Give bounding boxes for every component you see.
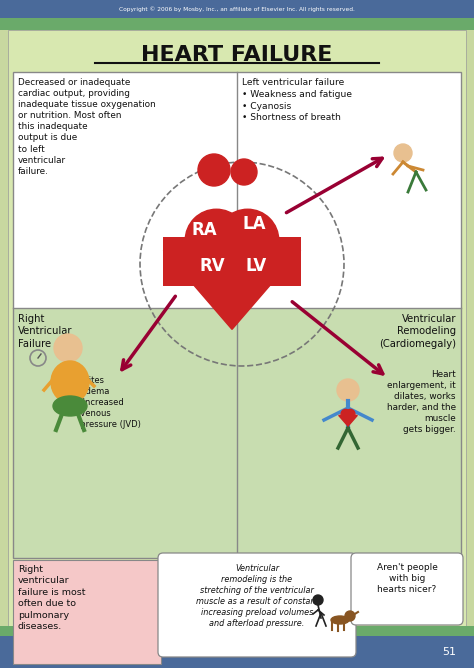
Polygon shape xyxy=(164,250,301,329)
Circle shape xyxy=(185,209,247,272)
FancyBboxPatch shape xyxy=(158,553,356,657)
Ellipse shape xyxy=(51,361,89,403)
Text: RA: RA xyxy=(191,221,217,239)
FancyBboxPatch shape xyxy=(13,72,237,308)
FancyBboxPatch shape xyxy=(13,308,237,558)
Circle shape xyxy=(54,334,82,362)
FancyBboxPatch shape xyxy=(0,0,474,18)
FancyBboxPatch shape xyxy=(237,72,461,308)
FancyBboxPatch shape xyxy=(237,308,461,558)
FancyBboxPatch shape xyxy=(164,237,301,286)
Text: Right
ventricular
failure is most
often due to
pulmonary
diseases.: Right ventricular failure is most often … xyxy=(18,565,85,631)
Circle shape xyxy=(337,379,359,401)
Ellipse shape xyxy=(53,396,87,416)
Circle shape xyxy=(341,409,350,419)
Text: Ventricular
remodeling is the
stretching of the ventricular
muscle as a result o: Ventricular remodeling is the stretching… xyxy=(196,564,319,629)
Circle shape xyxy=(313,595,323,605)
FancyBboxPatch shape xyxy=(0,18,474,30)
Polygon shape xyxy=(338,415,357,426)
FancyBboxPatch shape xyxy=(0,636,474,668)
Circle shape xyxy=(231,159,257,185)
Text: 51: 51 xyxy=(442,647,456,657)
Text: Ascites
  Edema
• Increased
  venous
  pressure (JVD): Ascites Edema • Increased venous pressur… xyxy=(75,376,141,430)
FancyBboxPatch shape xyxy=(351,553,463,625)
Text: RV: RV xyxy=(199,257,225,275)
Text: HEART FAILURE: HEART FAILURE xyxy=(141,45,333,65)
Text: LA: LA xyxy=(242,215,266,233)
Text: Heart
enlargement, it
dilates, works
harder, and the
muscle
gets bigger.: Heart enlargement, it dilates, works har… xyxy=(387,370,456,434)
FancyBboxPatch shape xyxy=(8,30,466,626)
Text: Decreased or inadequate
cardiac output, providing
inadequate tissue oxygenation
: Decreased or inadequate cardiac output, … xyxy=(18,78,156,176)
Circle shape xyxy=(217,209,279,272)
Circle shape xyxy=(394,144,412,162)
Text: LV: LV xyxy=(246,257,266,275)
Text: Right
Ventricular
Failure: Right Ventricular Failure xyxy=(18,314,73,349)
Ellipse shape xyxy=(331,616,349,624)
Text: Copyright © 2006 by Mosby, Inc., an affiliate of Elsevier Inc. All rights reserv: Copyright © 2006 by Mosby, Inc., an affi… xyxy=(119,6,355,12)
Text: Left ventricular failure
• Weakness and fatigue
• Cyanosis
• Shortness of breath: Left ventricular failure • Weakness and … xyxy=(242,78,352,122)
Text: Cardiovascular System: Cardiovascular System xyxy=(18,647,137,657)
FancyBboxPatch shape xyxy=(0,626,474,636)
Text: Aren't people
with big
hearts nicer?: Aren't people with big hearts nicer? xyxy=(376,563,438,595)
Circle shape xyxy=(198,154,230,186)
Text: Ventricular
Remodeling
(Cardiomegaly): Ventricular Remodeling (Cardiomegaly) xyxy=(379,314,456,349)
Circle shape xyxy=(346,409,355,419)
Circle shape xyxy=(345,611,355,621)
FancyBboxPatch shape xyxy=(13,560,161,664)
